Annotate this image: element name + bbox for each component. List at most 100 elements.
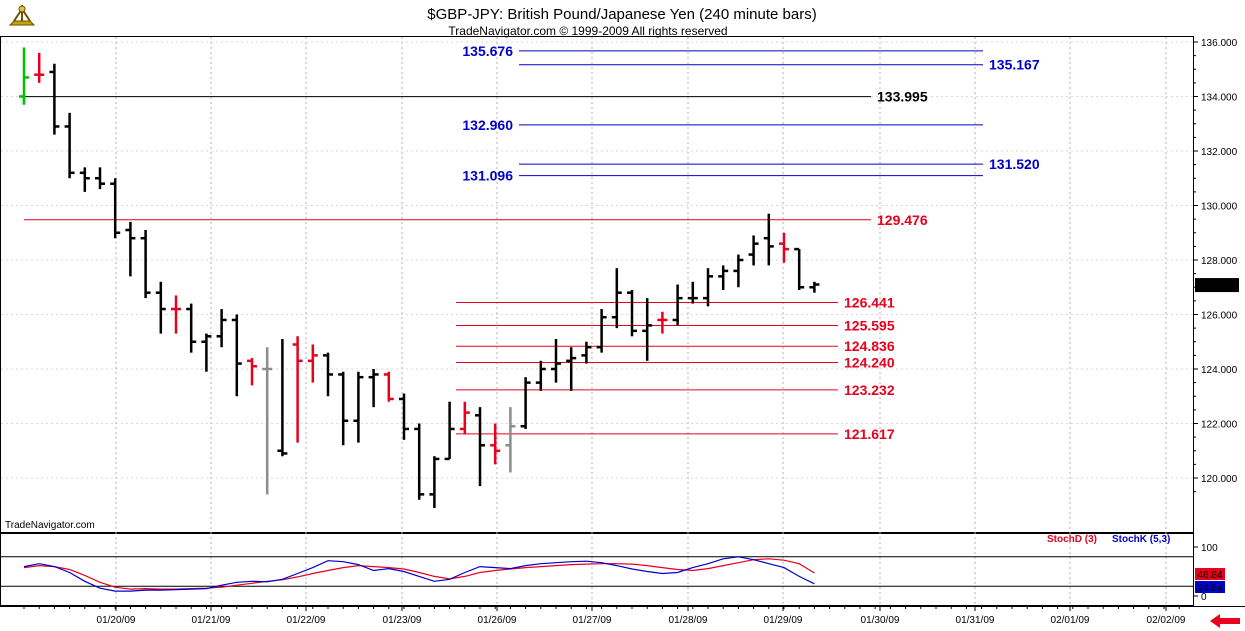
- stoch-d-legend: StochD (3): [1047, 534, 1097, 545]
- ohlc-bar: [535, 360, 546, 391]
- frame: [0, 36, 1245, 607]
- ohlc-bar: [611, 268, 622, 329]
- x-tick-label: 01/28/09: [669, 615, 708, 626]
- chart-title: $GBP-JPY: British Pound/Japanese Yen (24…: [427, 6, 816, 23]
- ohlc-bar: [718, 265, 729, 290]
- sextant-logo-icon: [8, 5, 36, 26]
- ohlc-bar: [277, 339, 288, 457]
- ohlc-bar: [794, 247, 805, 290]
- ohlc-bar: [444, 401, 455, 461]
- ohlc-bar: [231, 314, 242, 397]
- watermark-label: TradeNavigator.com: [5, 520, 95, 531]
- ohlc-bar: [338, 371, 349, 446]
- ohlc-bar: [34, 52, 45, 83]
- stoch-d-line: [23, 558, 815, 590]
- level-label: 135.167: [989, 57, 1040, 73]
- ohlc-bar: [186, 303, 197, 353]
- y-tick-label: 136.000: [1201, 38, 1238, 49]
- x-tick-label: 02/01/09: [1051, 615, 1090, 626]
- ohlc-bar: [201, 333, 212, 372]
- y-tick-label: 126.000: [1201, 311, 1238, 322]
- ohlc-bar: [627, 289, 637, 337]
- ohlc-bar: [687, 281, 698, 304]
- ohlc-bar: [383, 371, 394, 402]
- ohlc-bar: [307, 344, 318, 383]
- level-label: 135.676: [462, 43, 513, 59]
- stoch-k-value: 24.84: [1197, 583, 1222, 594]
- ohlc-bar: [429, 456, 440, 508]
- scroll-arrow-icon[interactable]: [1210, 614, 1240, 628]
- y-tick-label: 132.000: [1201, 147, 1238, 158]
- level-label: 125.595: [844, 318, 895, 334]
- stoch-k-line: [23, 556, 815, 592]
- level-label: 132.960: [462, 117, 513, 133]
- stoch-tick-label: 100: [1201, 543, 1218, 554]
- price-pane-border: [0, 36, 1194, 533]
- ohlc-bar: [809, 281, 820, 293]
- ohlc-bar: [551, 339, 561, 383]
- time-axis: 01/20/09 01/21/09 01/22/09 01/23/09 01/26/09…: [23, 606, 1186, 626]
- ohlc-bar: [703, 268, 713, 307]
- ohlc-bar: [64, 112, 75, 179]
- x-tick-label: 01/31/09: [956, 615, 995, 626]
- y-tick-label: 120.000: [1201, 474, 1238, 485]
- level-label: 133.995: [877, 89, 928, 105]
- ohlc-bar: [140, 230, 151, 299]
- x-tick-label: 01/23/09: [383, 615, 422, 626]
- level-label: 124.836: [844, 338, 895, 354]
- last-price-label: 127.080: [1199, 281, 1236, 292]
- ohlc-bar: [505, 407, 516, 473]
- ohlc-bar: [110, 178, 121, 239]
- y-tick-label: 130.000: [1201, 202, 1238, 213]
- level-label: 121.617: [844, 426, 895, 442]
- x-tick-label: 01/22/09: [287, 615, 326, 626]
- ohlc-bar: [459, 401, 470, 435]
- y-tick-label: 124.000: [1201, 365, 1238, 376]
- ohlc-bar: [581, 341, 592, 364]
- ohlc-bar: [566, 347, 577, 391]
- ohlc-bar: [642, 298, 653, 361]
- ohlc-bar: [399, 393, 409, 440]
- ohlc-bar: [672, 284, 683, 326]
- ohlc-bar: [733, 254, 744, 288]
- x-tick-label: 01/29/09: [764, 615, 803, 626]
- price-levels: 135.676 135.167 133.995 132.960 131.520 131.0…: [24, 43, 1040, 442]
- x-tick-label: 01/21/09: [192, 615, 231, 626]
- ohlc-bar: [490, 423, 501, 465]
- price-bars: [19, 47, 820, 508]
- ohlc-bar: [520, 377, 531, 429]
- y-tick-label: 122.000: [1201, 420, 1238, 431]
- x-tick-label: 01/26/09: [478, 615, 517, 626]
- ohlc-bar: [262, 347, 273, 495]
- last-price-box: [1195, 278, 1239, 293]
- x-tick-label: 01/30/09: [861, 615, 900, 626]
- ohlc-bar: [475, 407, 485, 487]
- ohlc-bar: [353, 371, 364, 443]
- price-axis: 136.000 134.000 132.000 130.000 128.000 126.0…: [1193, 38, 1239, 493]
- stochastic-pane: 100 0 46.84 24.84: [1, 543, 1225, 603]
- x-tick-label: 01/20/09: [97, 615, 136, 626]
- level-label: 123.232: [844, 382, 895, 398]
- ohlc-bar: [49, 63, 60, 135]
- ohlc-bar: [171, 295, 181, 334]
- x-tick-label: 01/27/09: [573, 615, 612, 626]
- ohlc-bar: [368, 369, 379, 408]
- ohlc-bar: [216, 309, 227, 348]
- ohlc-bar: [748, 235, 759, 266]
- ohlc-bar: [247, 358, 257, 386]
- stoch-d-value: 46.84: [1197, 570, 1222, 581]
- stoch-pane-border: [0, 533, 1194, 606]
- ohlc-bar: [155, 281, 166, 334]
- stoch-k-value-box: [1195, 581, 1225, 593]
- ohlc-bar: [763, 213, 774, 266]
- level-label: 131.520: [989, 156, 1040, 172]
- level-label: 126.441: [844, 294, 895, 310]
- ohlc-bar: [95, 167, 105, 190]
- ohlc-bar: [292, 336, 303, 443]
- ohlc-bar: [79, 167, 90, 192]
- y-tick-label: 128.000: [1201, 256, 1238, 267]
- stoch-k-legend: StochK (5,3): [1112, 534, 1170, 545]
- ohlc-bar: [657, 311, 668, 334]
